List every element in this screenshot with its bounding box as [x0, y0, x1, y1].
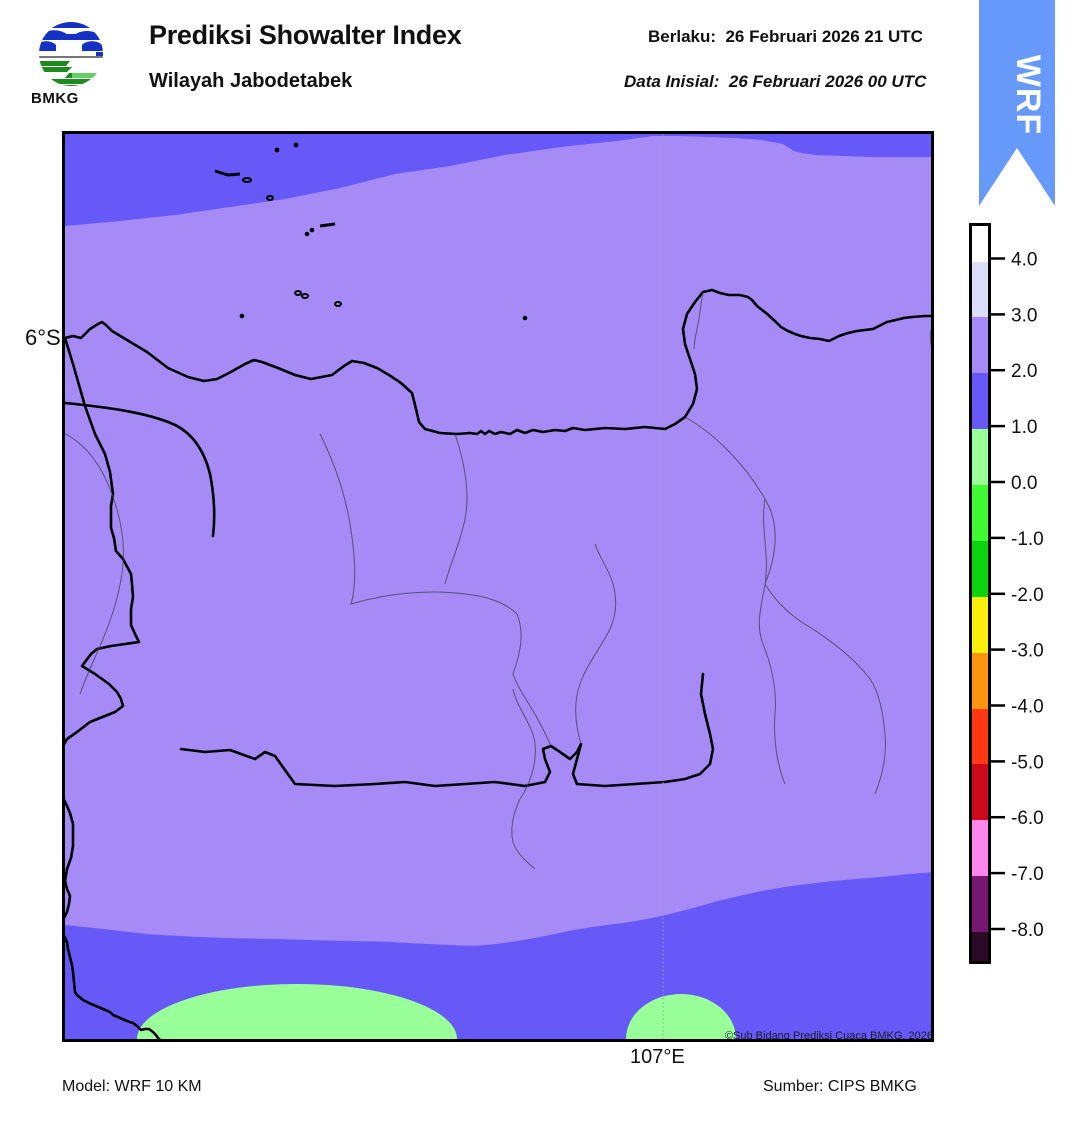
- svg-text:-6.0: -6.0: [1011, 808, 1044, 829]
- svg-text:-8.0: -8.0: [1011, 920, 1044, 941]
- svg-text:2.0: 2.0: [1011, 361, 1037, 382]
- svg-text:3.0: 3.0: [1011, 305, 1037, 326]
- svg-text:1.0: 1.0: [1011, 417, 1037, 438]
- svg-text:-2.0: -2.0: [1011, 585, 1044, 606]
- svg-text:©Sub Bidang Prediksi Cuaca BMK: ©Sub Bidang Prediksi Cuaca BMKG, 2026: [725, 1030, 933, 1042]
- svg-text:-7.0: -7.0: [1011, 864, 1044, 885]
- svg-text:0.0: 0.0: [1011, 473, 1037, 494]
- svg-text:-4.0: -4.0: [1011, 697, 1044, 718]
- svg-text:-1.0: -1.0: [1011, 529, 1044, 550]
- svg-text:-5.0: -5.0: [1011, 752, 1044, 773]
- svg-text:4.0: 4.0: [1011, 250, 1037, 271]
- svg-text:-3.0: -3.0: [1011, 641, 1044, 662]
